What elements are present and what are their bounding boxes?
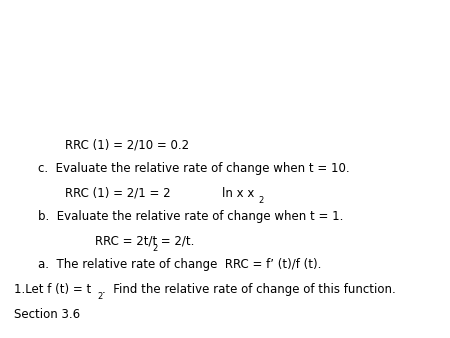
Text: .  Find the relative rate of change of this function.: . Find the relative rate of change of th…	[102, 283, 396, 296]
Text: = 2/t.: = 2/t.	[157, 235, 194, 248]
Text: b.  Evaluate the relative rate of change when t = 1.: b. Evaluate the relative rate of change …	[38, 210, 343, 223]
Text: ln x x: ln x x	[222, 187, 254, 200]
Text: 2: 2	[97, 292, 102, 301]
Text: Section 3.6: Section 3.6	[14, 308, 80, 321]
Text: c.  Evaluate the relative rate of change when t = 10.: c. Evaluate the relative rate of change …	[38, 162, 350, 175]
Text: RRC (1) = 2/10 = 0.2: RRC (1) = 2/10 = 0.2	[65, 139, 189, 152]
Text: 2: 2	[258, 196, 263, 205]
Text: RRC = 2t/t: RRC = 2t/t	[95, 235, 157, 248]
Text: a.  The relative rate of change  RRC = f’ (t)/f (t).: a. The relative rate of change RRC = f’ …	[38, 258, 321, 271]
Text: 2: 2	[152, 244, 157, 253]
Text: 1.Let f (t) = t: 1.Let f (t) = t	[14, 283, 91, 296]
Text: RRC (1) = 2/1 = 2: RRC (1) = 2/1 = 2	[65, 187, 171, 200]
